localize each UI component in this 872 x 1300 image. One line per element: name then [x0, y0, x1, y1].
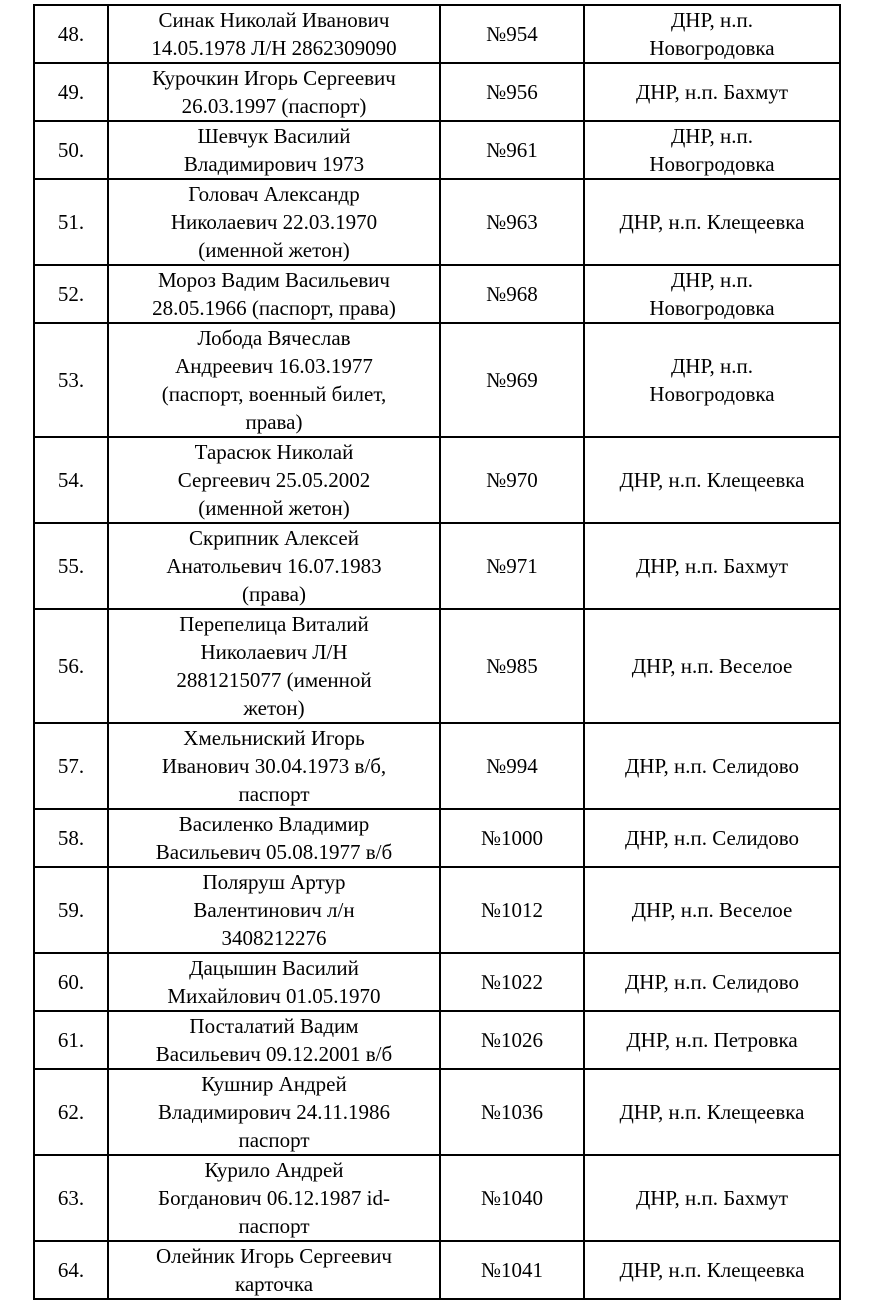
person: Лобода Вячеслав Андреевич 16.03.1977 (па… — [107, 322, 441, 438]
table-row: 61. Посталатий Вадим Васильевич 09.12.200… — [33, 1010, 841, 1070]
table-row: 57. Хмельниский Игорь Иванович 30.04.1973… — [33, 722, 841, 810]
location: ДНР, н.п. Новогродовка — [583, 4, 841, 64]
case-number: №1041 — [439, 1240, 585, 1300]
row-number: 62. — [33, 1068, 109, 1156]
table-row: 59. Поляруш Артур Валентинович л/н 340821… — [33, 866, 841, 954]
row-number: 48. — [33, 4, 109, 64]
case-number: №1012 — [439, 866, 585, 954]
case-number: №994 — [439, 722, 585, 810]
person: Курило Андрей Богданович 06.12.1987 id- … — [107, 1154, 441, 1242]
table-row: 60. Дацышин Василий Михайлович 01.05.1970… — [33, 952, 841, 1012]
row-number: 54. — [33, 436, 109, 524]
person: Шевчук Василий Владимирович 1973 — [107, 120, 441, 180]
row-number: 56. — [33, 608, 109, 724]
case-number: №971 — [439, 522, 585, 610]
row-number: 59. — [33, 866, 109, 954]
table-row: 53. Лобода Вячеслав Андреевич 16.03.1977 … — [33, 322, 841, 438]
location: ДНР, н.п. Веселое — [583, 608, 841, 724]
person: Синак Николай Иванович 14.05.1978 Л/Н 28… — [107, 4, 441, 64]
location: ДНР, н.п. Веселое — [583, 866, 841, 954]
location: ДНР, н.п. Клещеевка — [583, 1068, 841, 1156]
case-number: №956 — [439, 62, 585, 122]
row-number: 55. — [33, 522, 109, 610]
person: Перепелица Виталий Николаевич Л/Н 288121… — [107, 608, 441, 724]
case-number: №1036 — [439, 1068, 585, 1156]
location: ДНР, н.п. Петровка — [583, 1010, 841, 1070]
location: ДНР, н.п. Селидово — [583, 808, 841, 868]
table-row: 48. Синак Николай Иванович 14.05.1978 Л/Н… — [33, 4, 841, 64]
person: Хмельниский Игорь Иванович 30.04.1973 в/… — [107, 722, 441, 810]
row-number: 58. — [33, 808, 109, 868]
row-number: 50. — [33, 120, 109, 180]
person: Скрипник Алексей Анатольевич 16.07.1983 … — [107, 522, 441, 610]
table-row: 56. Перепелица Виталий Николаевич Л/Н 288… — [33, 608, 841, 724]
table: 48. Синак Николай Иванович 14.05.1978 Л/Н… — [33, 4, 841, 1300]
person: Василенко Владимир Васильевич 05.08.1977… — [107, 808, 441, 868]
case-number: №1040 — [439, 1154, 585, 1242]
location: ДНР, н.п. Селидово — [583, 722, 841, 810]
location: ДНР, н.п. Новогродовка — [583, 120, 841, 180]
row-number: 52. — [33, 264, 109, 324]
case-number: №970 — [439, 436, 585, 524]
table-row: 51. Головач Александр Николаевич 22.03.19… — [33, 178, 841, 266]
table-row: 50. Шевчук Василий Владимирович 1973 №961 Д… — [33, 120, 841, 180]
case-number: №954 — [439, 4, 585, 64]
table-row: 62. Кушнир Андрей Владимирович 24.11.1986… — [33, 1068, 841, 1156]
case-number: №963 — [439, 178, 585, 266]
person: Поляруш Артур Валентинович л/н 340821227… — [107, 866, 441, 954]
row-number: 61. — [33, 1010, 109, 1070]
row-number: 57. — [33, 722, 109, 810]
row-number: 49. — [33, 62, 109, 122]
table-row: 54. Тарасюк Николай Сергеевич 25.05.2002 … — [33, 436, 841, 524]
person: Посталатий Вадим Васильевич 09.12.2001 в… — [107, 1010, 441, 1070]
location: ДНР, н.п. Селидово — [583, 952, 841, 1012]
person: Головач Александр Николаевич 22.03.1970 … — [107, 178, 441, 266]
person: Олейник Игорь Сергеевич карточка — [107, 1240, 441, 1300]
case-number: №1000 — [439, 808, 585, 868]
person: Кушнир Андрей Владимирович 24.11.1986 па… — [107, 1068, 441, 1156]
location: ДНР, н.п. Новогродовка — [583, 322, 841, 438]
location: ДНР, н.п. Бахмут — [583, 1154, 841, 1242]
location: ДНР, н.п. Бахмут — [583, 522, 841, 610]
person: Курочкин Игорь Сергеевич 26.03.1997 (пас… — [107, 62, 441, 122]
table-row: 58. Василенко Владимир Васильевич 05.08.1… — [33, 808, 841, 868]
person: Мороз Вадим Васильевич 28.05.1966 (паспо… — [107, 264, 441, 324]
table-row: 49. Курочкин Игорь Сергеевич 26.03.1997 (… — [33, 62, 841, 122]
case-number: №1026 — [439, 1010, 585, 1070]
row-number: 60. — [33, 952, 109, 1012]
person: Дацышин Василий Михайлович 01.05.1970 — [107, 952, 441, 1012]
case-number: №961 — [439, 120, 585, 180]
location: ДНР, н.п. Клещеевка — [583, 436, 841, 524]
row-number: 64. — [33, 1240, 109, 1300]
row-number: 53. — [33, 322, 109, 438]
location: ДНР, н.п. Новогродовка — [583, 264, 841, 324]
table-row: 52. Мороз Вадим Васильевич 28.05.1966 (па… — [33, 264, 841, 324]
case-number: №1022 — [439, 952, 585, 1012]
row-number: 51. — [33, 178, 109, 266]
table-row: 55. Скрипник Алексей Анатольевич 16.07.19… — [33, 522, 841, 610]
location: ДНР, н.п. Клещеевка — [583, 178, 841, 266]
case-number: №985 — [439, 608, 585, 724]
row-number: 63. — [33, 1154, 109, 1242]
case-number: №968 — [439, 264, 585, 324]
table-row: 63. Курило Андрей Богданович 06.12.1987 i… — [33, 1154, 841, 1242]
case-number: №969 — [439, 322, 585, 438]
person: Тарасюк Николай Сергеевич 25.05.2002 (им… — [107, 436, 441, 524]
location: ДНР, н.п. Бахмут — [583, 62, 841, 122]
table-row: 64. Олейник Игорь Сергеевич карточка №1041… — [33, 1240, 841, 1300]
location: ДНР, н.п. Клещеевка — [583, 1240, 841, 1300]
